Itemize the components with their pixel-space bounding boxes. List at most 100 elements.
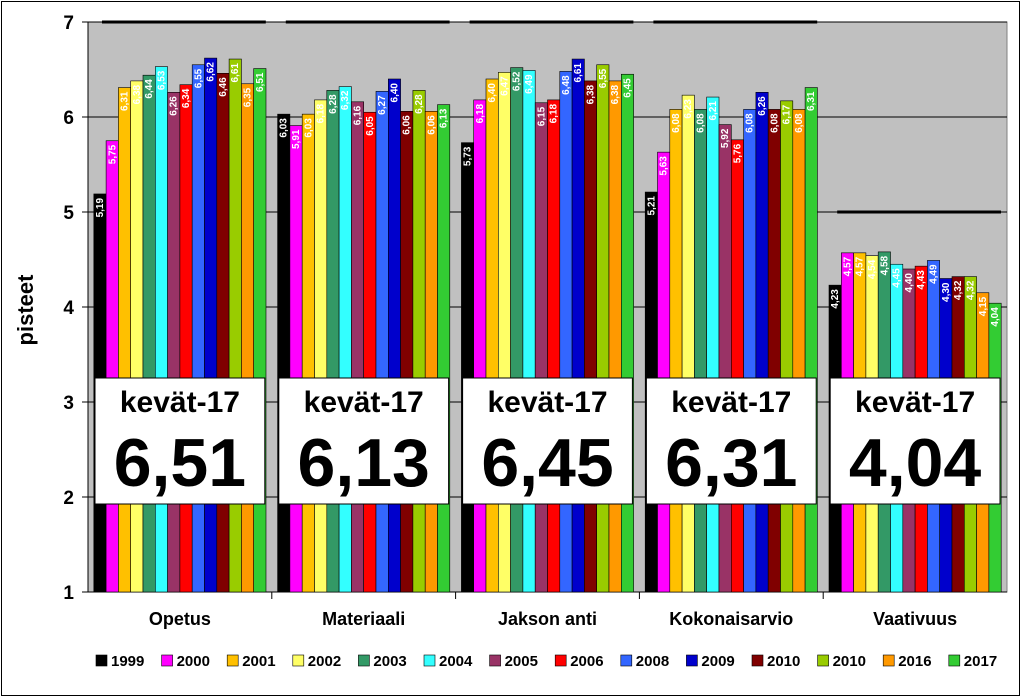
category-label: Jakson anti xyxy=(498,609,597,629)
callout-box xyxy=(645,377,817,505)
bar-2000 xyxy=(289,125,303,593)
legend-label: 2005 xyxy=(505,653,538,670)
bar-2010 xyxy=(780,100,794,593)
data-label: 6,38 xyxy=(610,84,621,104)
bar-2001 xyxy=(301,113,315,593)
legend-swatch xyxy=(882,654,895,667)
data-label: 6,49 xyxy=(524,74,535,94)
data-label: 6,08 xyxy=(696,113,707,133)
data-label: 6,08 xyxy=(769,113,780,133)
data-label: 5,92 xyxy=(720,128,731,148)
data-label: 6,46 xyxy=(218,77,229,97)
bar-2010 xyxy=(584,80,598,593)
data-label: 4,32 xyxy=(953,280,964,300)
callout-box xyxy=(462,377,633,505)
callout-box xyxy=(829,377,1001,505)
legend-label: 2009 xyxy=(701,653,734,670)
data-label: 6,26 xyxy=(169,96,180,116)
data-label: 6,44 xyxy=(144,79,155,99)
bar-2003 xyxy=(694,109,708,593)
data-label: 6,15 xyxy=(536,106,547,126)
bar-2005 xyxy=(351,101,364,593)
y-tick-label: 1 xyxy=(63,583,74,604)
legend-swatch xyxy=(489,654,501,667)
bar-2006 xyxy=(547,99,561,593)
bar-2016 xyxy=(792,109,806,593)
data-label: 6,26 xyxy=(757,96,768,116)
y-tick-label: 5 xyxy=(63,203,74,224)
bar-2010 xyxy=(767,109,781,593)
legend-label: 2001 xyxy=(242,653,275,670)
legend-swatch xyxy=(423,654,436,667)
legend-label: 2000 xyxy=(177,653,210,670)
callout-box xyxy=(278,377,450,505)
legend-label: 2016 xyxy=(898,653,931,670)
data-label: 4,40 xyxy=(904,273,915,293)
bar-2003 xyxy=(142,74,156,593)
bar-2006 xyxy=(363,111,377,593)
bar-2009 xyxy=(204,57,218,593)
legend-swatch xyxy=(161,654,173,667)
bar-2009 xyxy=(755,92,769,593)
category-label: Materiaali xyxy=(322,609,405,629)
data-label: 4,15 xyxy=(978,296,989,316)
data-label: 5,76 xyxy=(732,143,743,163)
data-label: 6,13 xyxy=(439,108,450,128)
legend-label: 1999 xyxy=(111,653,144,670)
data-label: 6,34 xyxy=(181,88,192,108)
bar-2001 xyxy=(118,87,132,593)
bar-2017 xyxy=(620,73,634,593)
callout-value: 4,04 xyxy=(849,425,982,501)
callout-value: 6,45 xyxy=(481,425,613,501)
data-label: 4,58 xyxy=(879,255,890,275)
bar-2010 xyxy=(228,58,242,593)
data-label: 6,05 xyxy=(365,116,376,136)
category-label: Opetus xyxy=(149,609,211,629)
data-label: 6,38 xyxy=(586,84,597,104)
data-label: 6,28 xyxy=(328,94,339,114)
bar-2003 xyxy=(510,67,524,593)
callout-value: 6,51 xyxy=(114,425,246,501)
bar-2016 xyxy=(424,111,438,593)
bar-2002 xyxy=(681,94,695,593)
bar-2001 xyxy=(669,109,683,593)
bar-2006 xyxy=(179,84,193,593)
legend-label: 2010 xyxy=(767,653,800,670)
y-tick-label: 4 xyxy=(63,298,74,319)
data-label: 6,06 xyxy=(426,115,437,135)
data-label: 6,40 xyxy=(389,83,400,103)
legend-label: 2004 xyxy=(439,653,473,670)
y-tick-label: 2 xyxy=(63,488,74,509)
data-label: 4,54 xyxy=(867,259,878,279)
data-label: 4,45 xyxy=(892,268,903,288)
callout-label: kevät-17 xyxy=(855,386,975,419)
data-label: 6,48 xyxy=(561,75,572,95)
bar-2008 xyxy=(375,91,389,593)
bar-2008 xyxy=(559,71,573,593)
data-label: 6,45 xyxy=(622,78,633,98)
data-label: 6,03 xyxy=(303,118,314,138)
bar-2002 xyxy=(314,99,328,593)
legend-swatch xyxy=(95,654,108,667)
bar-2000 xyxy=(473,99,487,593)
y-axis-label: pisteet xyxy=(13,274,38,346)
data-label: 6,55 xyxy=(193,68,204,88)
bar-1999 xyxy=(461,142,474,593)
y-tick-label: 7 xyxy=(63,13,74,34)
data-label: 6,47 xyxy=(499,76,510,96)
data-label: 6,61 xyxy=(230,63,241,83)
legend-swatch xyxy=(358,654,370,667)
legend-label: 2017 xyxy=(964,653,997,670)
data-label: 6,53 xyxy=(156,70,167,90)
bar-2004 xyxy=(706,96,720,593)
callout-label: kevät-17 xyxy=(120,386,240,419)
y-tick-label: 6 xyxy=(63,108,74,129)
data-label: 6,18 xyxy=(549,103,560,123)
data-label: 6,62 xyxy=(206,62,217,82)
data-label: 6,18 xyxy=(475,103,486,123)
data-label: 5,63 xyxy=(659,156,670,176)
data-label: 5,73 xyxy=(463,146,474,166)
data-label: 6,21 xyxy=(708,101,719,121)
data-label: 6,08 xyxy=(794,113,805,133)
data-label: 4,57 xyxy=(855,256,866,276)
